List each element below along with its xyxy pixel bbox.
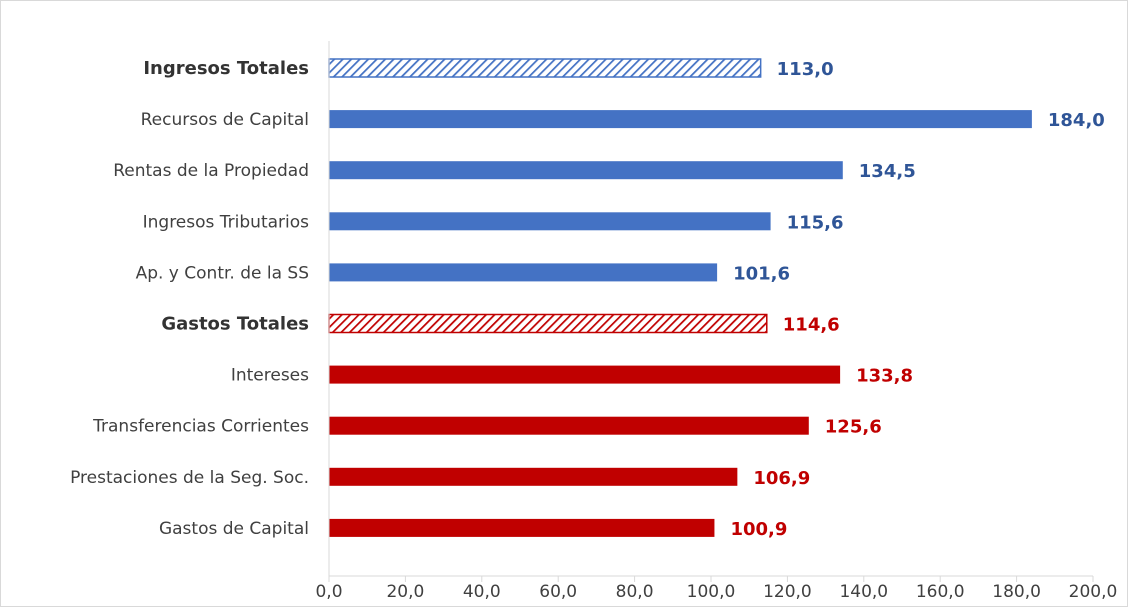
category-label: Rentas de la Propiedad — [113, 161, 309, 181]
x-tick-label: 160,0 — [916, 582, 965, 602]
category-label: Intereses — [231, 366, 309, 386]
bar-8 — [329, 467, 738, 486]
bar-9 — [329, 518, 715, 537]
x-tick-label: 80,0 — [616, 582, 654, 602]
x-tick-label: 60,0 — [539, 582, 577, 602]
bar-0 — [328, 58, 762, 78]
bar-6 — [329, 365, 841, 384]
x-tick-label: 120,0 — [763, 582, 812, 602]
data-label: 114,6 — [783, 315, 840, 336]
data-label: 101,6 — [733, 263, 790, 284]
category-label: Ap. y Contr. de la SS — [136, 263, 309, 283]
bar-5 — [328, 313, 768, 334]
x-tick-label: 180,0 — [992, 582, 1041, 602]
labels-layer: Ingresos Totales 113,0 Recursos de Capital… — [70, 58, 1105, 540]
bar-4 — [329, 263, 718, 282]
category-label: Ingresos Tributarios — [143, 212, 310, 232]
bar-7 — [329, 416, 809, 435]
x-axis: 0,0 20,0 40,0 60,0 80,0 100,0 120,0 140,0 160,0 1… — [315, 41, 1117, 602]
x-tick-label: 140,0 — [839, 582, 888, 602]
category-label: Gastos de Capital — [159, 519, 309, 539]
data-label: 134,5 — [859, 161, 916, 182]
category-label: Transferencias Corrientes — [92, 417, 309, 437]
category-label: Gastos Totales — [161, 314, 309, 335]
data-label: 106,9 — [753, 468, 810, 489]
data-label: 100,9 — [730, 519, 787, 540]
bar-1 — [329, 110, 1032, 129]
x-tick-label: 20,0 — [386, 582, 424, 602]
category-label: Ingresos Totales — [143, 58, 309, 79]
x-tick-label: 40,0 — [463, 582, 501, 602]
x-tick-label: 100,0 — [687, 582, 736, 602]
category-label: Prestaciones de la Seg. Soc. — [70, 468, 309, 488]
data-label: 113,0 — [777, 59, 834, 80]
data-label: 184,0 — [1048, 110, 1105, 131]
bar-3 — [329, 212, 771, 231]
data-label: 115,6 — [787, 212, 844, 233]
x-tick-label: 200,0 — [1069, 582, 1118, 602]
bar-2 — [329, 161, 843, 180]
data-label: 125,6 — [825, 417, 882, 438]
bars-layer — [328, 58, 1032, 537]
data-label: 133,8 — [856, 366, 913, 387]
category-label: Recursos de Capital — [141, 110, 309, 130]
x-tick-label: 0,0 — [315, 582, 342, 602]
